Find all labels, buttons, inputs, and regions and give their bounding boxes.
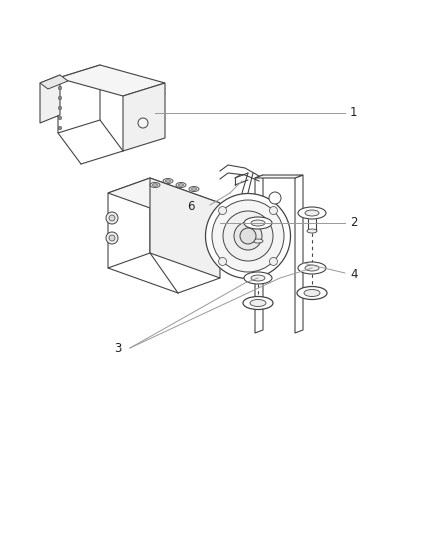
- Ellipse shape: [179, 184, 184, 186]
- Polygon shape: [40, 75, 60, 123]
- Polygon shape: [255, 175, 303, 178]
- Ellipse shape: [244, 217, 272, 229]
- Polygon shape: [150, 178, 220, 278]
- Ellipse shape: [251, 220, 265, 226]
- Ellipse shape: [297, 287, 327, 300]
- Ellipse shape: [205, 193, 290, 279]
- Polygon shape: [108, 178, 220, 218]
- Ellipse shape: [307, 229, 317, 233]
- Ellipse shape: [150, 182, 160, 188]
- Ellipse shape: [305, 210, 319, 216]
- Circle shape: [58, 96, 62, 100]
- Polygon shape: [123, 83, 165, 151]
- Text: 1: 1: [350, 107, 357, 119]
- Ellipse shape: [176, 182, 186, 188]
- Circle shape: [58, 126, 62, 130]
- Circle shape: [219, 207, 226, 215]
- Ellipse shape: [152, 184, 158, 186]
- Ellipse shape: [298, 207, 326, 219]
- Ellipse shape: [223, 211, 273, 261]
- Ellipse shape: [243, 296, 273, 310]
- Circle shape: [269, 192, 281, 204]
- Circle shape: [106, 232, 118, 244]
- Text: 3: 3: [115, 342, 122, 354]
- Circle shape: [58, 106, 62, 110]
- Circle shape: [58, 86, 62, 90]
- Ellipse shape: [189, 187, 199, 191]
- Ellipse shape: [234, 222, 262, 250]
- Ellipse shape: [212, 200, 284, 272]
- Circle shape: [109, 215, 115, 221]
- Ellipse shape: [191, 188, 197, 190]
- Ellipse shape: [244, 272, 272, 284]
- Polygon shape: [255, 175, 263, 333]
- Polygon shape: [108, 178, 150, 268]
- Ellipse shape: [163, 179, 173, 183]
- Polygon shape: [58, 65, 100, 133]
- Circle shape: [269, 207, 277, 215]
- Ellipse shape: [251, 275, 265, 281]
- Circle shape: [109, 235, 115, 241]
- Polygon shape: [40, 75, 68, 89]
- Polygon shape: [58, 65, 165, 96]
- Ellipse shape: [304, 289, 320, 296]
- Text: 4: 4: [350, 269, 357, 281]
- Circle shape: [219, 257, 226, 265]
- Text: 6: 6: [187, 200, 195, 214]
- Ellipse shape: [305, 265, 319, 271]
- Circle shape: [106, 212, 118, 224]
- Text: 2: 2: [350, 216, 357, 230]
- Ellipse shape: [298, 262, 326, 274]
- Ellipse shape: [250, 300, 266, 306]
- Circle shape: [269, 257, 277, 265]
- Polygon shape: [295, 175, 303, 333]
- Ellipse shape: [253, 239, 263, 243]
- Circle shape: [240, 228, 256, 244]
- Ellipse shape: [166, 180, 170, 182]
- Circle shape: [138, 118, 148, 128]
- Circle shape: [58, 116, 62, 120]
